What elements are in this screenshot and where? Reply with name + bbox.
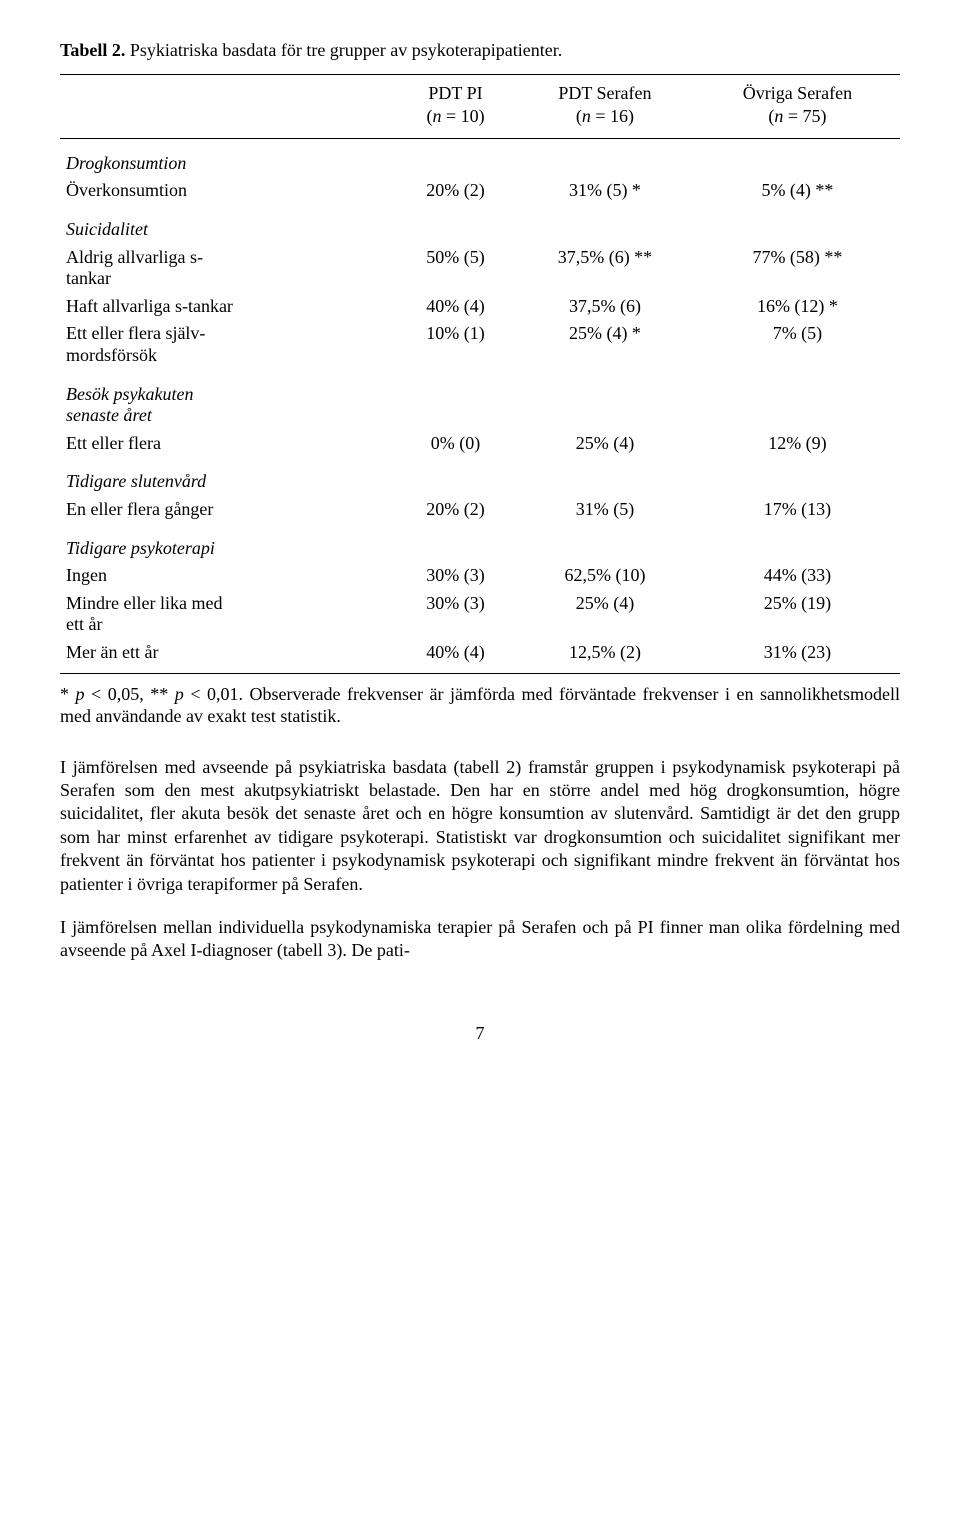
- row-val: 30% (3): [396, 590, 515, 639]
- row-val: 31% (5) *: [515, 177, 695, 205]
- row-val: 40% (4): [396, 639, 515, 674]
- row-val: 25% (4): [515, 590, 695, 639]
- col1-n: (n = 10): [396, 106, 515, 138]
- row-val: 30% (3): [396, 562, 515, 590]
- row-label: Ett eller flera själv-mordsförsök: [60, 320, 396, 369]
- table-caption: Tabell 2. Psykiatriska basdata för tre g…: [60, 40, 900, 62]
- data-table: PDT PI PDT Serafen Övriga Serafen (n = 1…: [60, 74, 900, 675]
- col1-header: PDT PI: [396, 74, 515, 106]
- row-val: 44% (33): [695, 562, 900, 590]
- table-row: Aldrig allvarliga s-tankar 50% (5) 37,5%…: [60, 244, 900, 293]
- table-row: Ett eller flera 0% (0) 25% (4) 12% (9): [60, 430, 900, 458]
- row-label: Överkonsumtion: [60, 177, 396, 205]
- row-val: 50% (5): [396, 244, 515, 293]
- header-spacer: [60, 106, 396, 138]
- table-row: Mer än ett år 40% (4) 12,5% (2) 31% (23): [60, 639, 900, 674]
- footnote-text: < 0,05, **: [85, 684, 175, 704]
- section-psyko: Tidigare psykoterapi: [60, 524, 396, 563]
- table-footnote: * p < 0,05, ** p < 0,01. Observerade fre…: [60, 684, 900, 727]
- row-val: 17% (13): [695, 496, 900, 524]
- table-row: Haft allvarliga s-tankar 40% (4) 37,5% (…: [60, 293, 900, 321]
- row-label: Ett eller flera: [60, 430, 396, 458]
- row-val: 16% (12) *: [695, 293, 900, 321]
- row-val: 37,5% (6) **: [515, 244, 695, 293]
- row-val: 40% (4): [396, 293, 515, 321]
- table-row: En eller flera gånger 20% (2) 31% (5) 17…: [60, 496, 900, 524]
- row-val: 12% (9): [695, 430, 900, 458]
- header-spacer: [60, 74, 396, 106]
- footnote-text: *: [60, 684, 76, 704]
- row-val: 77% (58) **: [695, 244, 900, 293]
- page-number: 7: [60, 1023, 900, 1045]
- footnote-text: < 0,01. Observerade frekvenser är jämför…: [60, 684, 900, 726]
- body-paragraph-2: I jämförelsen mellan individuella psykod…: [60, 916, 900, 963]
- row-label: Mindre eller lika medett år: [60, 590, 396, 639]
- row-label: Mer än ett år: [60, 639, 396, 674]
- col2-n: (n = 16): [515, 106, 695, 138]
- row-val: 25% (19): [695, 590, 900, 639]
- row-val: 25% (4) *: [515, 320, 695, 369]
- row-val: 31% (5): [515, 496, 695, 524]
- row-label: Aldrig allvarliga s-tankar: [60, 244, 396, 293]
- section-drog: Drogkonsumtion: [60, 138, 396, 177]
- col3-header: Övriga Serafen: [695, 74, 900, 106]
- footnote-p: p: [76, 684, 85, 704]
- footnote-p: p: [175, 684, 184, 704]
- row-val: 31% (23): [695, 639, 900, 674]
- row-val: 7% (5): [695, 320, 900, 369]
- row-val: 20% (2): [396, 177, 515, 205]
- row-label: En eller flera gånger: [60, 496, 396, 524]
- table-row: Överkonsumtion 20% (2) 31% (5) * 5% (4) …: [60, 177, 900, 205]
- row-val: 10% (1): [396, 320, 515, 369]
- col2-header: PDT Serafen: [515, 74, 695, 106]
- row-val: 12,5% (2): [515, 639, 695, 674]
- row-val: 0% (0): [396, 430, 515, 458]
- caption-text: Psykiatriska basdata för tre grupper av …: [125, 40, 562, 60]
- caption-label: Tabell 2.: [60, 40, 125, 60]
- row-val: 62,5% (10): [515, 562, 695, 590]
- row-val: 20% (2): [396, 496, 515, 524]
- row-val: 5% (4) **: [695, 177, 900, 205]
- row-label: Haft allvarliga s-tankar: [60, 293, 396, 321]
- section-suic: Suicidalitet: [60, 205, 396, 244]
- section-besok: Besök psykakutensenaste året: [60, 370, 396, 430]
- table-row: Ingen 30% (3) 62,5% (10) 44% (33): [60, 562, 900, 590]
- table-row: Ett eller flera själv-mordsförsök 10% (1…: [60, 320, 900, 369]
- table-row: Mindre eller lika medett år 30% (3) 25% …: [60, 590, 900, 639]
- body-paragraph-1: I jämförelsen med avseende på psykiatris…: [60, 756, 900, 896]
- row-val: 37,5% (6): [515, 293, 695, 321]
- section-sluten: Tidigare slutenvård: [60, 457, 396, 496]
- col3-n: (n = 75): [695, 106, 900, 138]
- row-label: Ingen: [60, 562, 396, 590]
- row-val: 25% (4): [515, 430, 695, 458]
